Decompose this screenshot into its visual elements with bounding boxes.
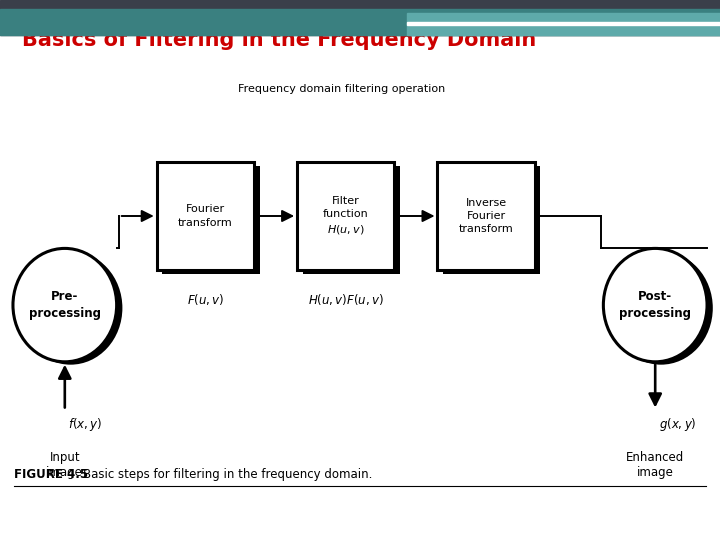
- Bar: [297, 162, 395, 270]
- Text: Post-
processing: Post- processing: [619, 290, 691, 320]
- Bar: [438, 162, 534, 270]
- Bar: [156, 162, 253, 270]
- Text: $F(u, v)$: $F(u, v)$: [186, 292, 224, 307]
- Bar: [302, 166, 400, 274]
- Ellipse shape: [603, 248, 707, 362]
- Text: Fourier
transform: Fourier transform: [178, 205, 233, 227]
- Text: $f(x, y)$: $f(x, y)$: [68, 416, 103, 433]
- Text: FIGURE 4.5: FIGURE 4.5: [14, 468, 89, 481]
- Text: Frequency domain filtering operation: Frequency domain filtering operation: [238, 84, 446, 94]
- Text: Input
image: Input image: [46, 451, 84, 479]
- Text: Enhanced
image: Enhanced image: [626, 451, 684, 479]
- Bar: [444, 166, 540, 274]
- Text: Basics of Filtering in the Frequency Domain: Basics of Filtering in the Frequency Dom…: [22, 30, 536, 50]
- Text: Filter
function
$H(u, v)$: Filter function $H(u, v)$: [323, 196, 369, 236]
- Text: $H(u, v)F(u, v)$: $H(u, v)F(u, v)$: [307, 292, 384, 307]
- Ellipse shape: [609, 251, 713, 364]
- Text: $g(x, y)$: $g(x, y)$: [659, 416, 696, 433]
- Ellipse shape: [19, 251, 122, 364]
- Text: Basic steps for filtering in the frequency domain.: Basic steps for filtering in the frequen…: [83, 468, 372, 481]
- Bar: [162, 166, 260, 274]
- Text: Inverse
Fourier
transform: Inverse Fourier transform: [459, 198, 513, 234]
- Ellipse shape: [13, 248, 117, 362]
- Text: Pre-
processing: Pre- processing: [29, 290, 101, 320]
